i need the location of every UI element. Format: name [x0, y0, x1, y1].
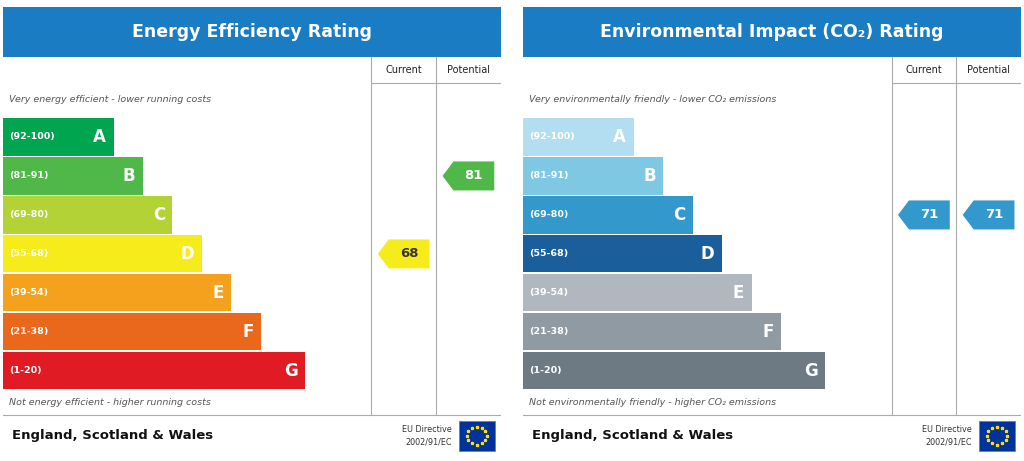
Bar [523, 235, 722, 272]
Text: Very energy efficient - lower running costs: Very energy efficient - lower running co… [9, 95, 211, 104]
Text: Current: Current [385, 65, 422, 75]
Bar [523, 352, 825, 390]
Text: 81: 81 [465, 170, 483, 183]
Text: B: B [123, 167, 135, 185]
Text: (1-20): (1-20) [9, 366, 42, 375]
Bar [3, 118, 114, 155]
Text: (69-80): (69-80) [9, 210, 48, 219]
Bar [3, 235, 202, 272]
Text: G: G [284, 362, 298, 380]
Bar [3, 57, 501, 415]
Text: Current: Current [905, 65, 942, 75]
Polygon shape [898, 201, 950, 230]
Text: (21-38): (21-38) [9, 327, 48, 337]
Bar [3, 313, 261, 350]
Text: (69-80): (69-80) [529, 210, 568, 219]
Bar [3, 352, 305, 390]
Bar [3, 196, 172, 234]
Text: Very environmentally friendly - lower CO₂ emissions: Very environmentally friendly - lower CO… [529, 95, 776, 104]
Text: E: E [213, 284, 224, 302]
Text: D: D [700, 245, 715, 263]
Text: 68: 68 [400, 248, 419, 260]
Text: Not energy efficient - higher running costs: Not energy efficient - higher running co… [9, 398, 211, 407]
Text: (39-54): (39-54) [9, 289, 48, 297]
Text: A: A [93, 128, 106, 146]
Text: Environmental Impact (CO₂) Rating: Environmental Impact (CO₂) Rating [600, 23, 944, 41]
Text: (21-38): (21-38) [529, 327, 568, 337]
Text: 71: 71 [985, 208, 1004, 221]
Bar [523, 57, 1021, 415]
Text: F: F [762, 323, 773, 341]
Text: (92-100): (92-100) [9, 132, 55, 142]
Bar [523, 313, 781, 350]
Text: EU Directive
2002/91/EC: EU Directive 2002/91/EC [923, 426, 972, 446]
Text: E: E [733, 284, 744, 302]
Text: (55-68): (55-68) [9, 249, 48, 259]
Text: EU Directive
2002/91/EC: EU Directive 2002/91/EC [402, 426, 452, 446]
Text: (81-91): (81-91) [9, 171, 48, 180]
Polygon shape [963, 201, 1015, 230]
Text: Potential: Potential [446, 65, 489, 75]
Text: F: F [242, 323, 253, 341]
Text: England, Scotland & Wales: England, Scotland & Wales [12, 429, 213, 442]
Text: Not environmentally friendly - higher CO₂ emissions: Not environmentally friendly - higher CO… [529, 398, 776, 407]
Text: (92-100): (92-100) [529, 132, 575, 142]
Text: G: G [804, 362, 818, 380]
Bar [523, 7, 1021, 57]
Bar [459, 421, 495, 450]
Bar [523, 118, 634, 155]
Text: D: D [180, 245, 195, 263]
Bar [523, 415, 1021, 456]
Bar [3, 274, 231, 312]
Text: Energy Efficiency Rating: Energy Efficiency Rating [132, 23, 372, 41]
Bar [523, 274, 752, 312]
Text: (39-54): (39-54) [529, 289, 568, 297]
Bar [3, 415, 501, 456]
Bar [3, 7, 501, 57]
Bar [3, 157, 143, 195]
Bar [523, 157, 664, 195]
Text: (81-91): (81-91) [529, 171, 568, 180]
Bar [523, 196, 692, 234]
Bar [979, 421, 1015, 450]
Text: Potential: Potential [967, 65, 1010, 75]
Text: C: C [153, 206, 165, 224]
Text: (55-68): (55-68) [529, 249, 568, 259]
Text: C: C [673, 206, 685, 224]
Text: England, Scotland & Wales: England, Scotland & Wales [532, 429, 733, 442]
Text: A: A [613, 128, 627, 146]
Polygon shape [378, 239, 430, 268]
Text: 71: 71 [921, 208, 938, 221]
Text: (1-20): (1-20) [529, 366, 562, 375]
Polygon shape [442, 161, 495, 190]
Text: B: B [643, 167, 655, 185]
